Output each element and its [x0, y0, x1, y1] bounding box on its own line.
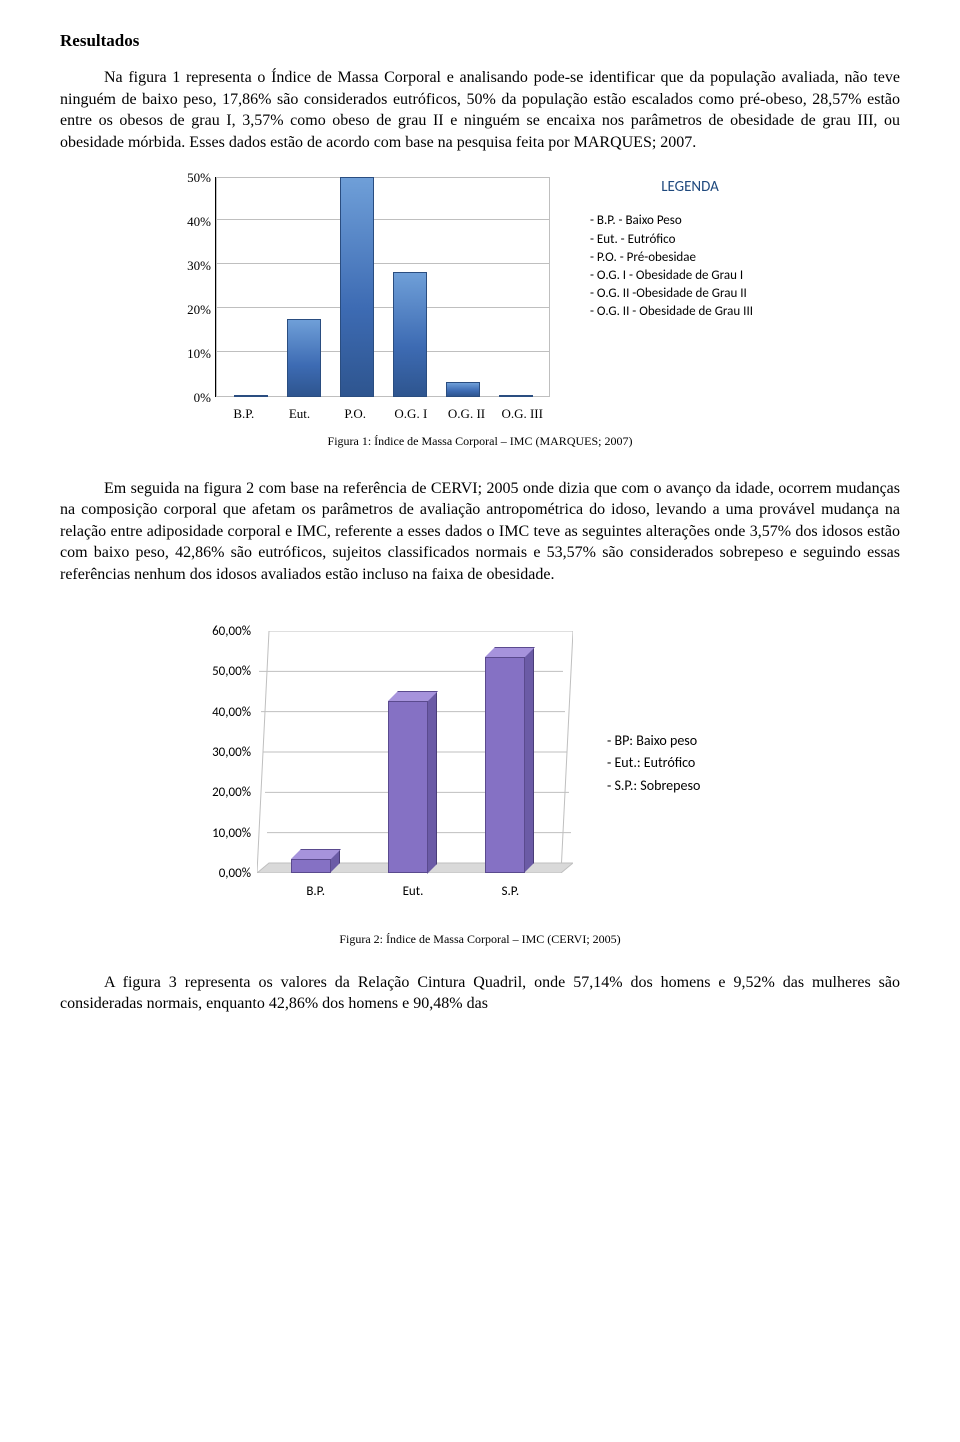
chart1-bar — [234, 395, 268, 397]
chart2-ytick: 60,00% — [212, 623, 251, 641]
chart2-bar — [291, 859, 341, 873]
paragraph-1: Na figura 1 representa o Índice de Massa… — [60, 67, 900, 153]
chart2-ytick: 0,00% — [219, 865, 251, 883]
chart1-xlabel: B.P. — [216, 401, 272, 427]
chart1-ytick: 10% — [187, 345, 211, 363]
chart2-x-labels: B.P.Eut.S.P. — [267, 877, 559, 903]
chart2-xlabel: B.P. — [267, 877, 364, 903]
chart2-bar — [485, 657, 535, 873]
chart1-legend-title: LEGENDA — [590, 177, 790, 198]
chart2-xlabel: S.P. — [462, 877, 559, 903]
chart2-xlabel: Eut. — [364, 877, 461, 903]
figure-1: 0%10%20%30%40%50% B.P.Eut.P.O.O.G. IO.G.… — [60, 177, 900, 427]
chart2-plot: 0,00% 10,00% 20,00% 30,00% 40,00% 50,00% 60,00… — [193, 623, 573, 903]
chart1-ytick: 30% — [187, 257, 211, 275]
chart1-legend-line: - O.G. II -Obesidade de Grau II — [590, 285, 790, 303]
chart2-ytick: 20,00% — [212, 784, 251, 802]
paragraph-2: Em seguida na figura 2 com base na refer… — [60, 478, 900, 586]
chart1-y-axis: 0%10%20%30%40%50% — [170, 177, 216, 397]
chart2-y-axis: 0,00%10,00%20,00%30,00%40,00%50,00%60,00… — [193, 623, 257, 873]
chart1-legend-line: - P.O. - Pré-obesidae — [590, 249, 790, 267]
section-title: Resultados — [60, 30, 900, 53]
chart1-xlabel: O.G. I — [383, 401, 439, 427]
chart1-xlabel: P.O. — [327, 401, 383, 427]
chart1-legend-line: - Eut. - Eutrófico — [590, 231, 790, 249]
chart2-legend-line: - Eut.: Eutrófico — [607, 752, 767, 774]
chart1-plot: 0%10%20%30%40%50% B.P.Eut.P.O.O.G. IO.G.… — [170, 177, 550, 427]
chart2-legend-line: - BP: Baixo peso — [607, 730, 767, 752]
chart2-ytick: 10,00% — [212, 824, 251, 842]
chart1-ytick: 40% — [187, 213, 211, 231]
chart2-bars — [267, 631, 559, 873]
chart1-xlabel: O.G. II — [439, 401, 495, 427]
chart1-legend-lines: - B.P. - Baixo Peso- Eut. - Eutrófico- P… — [590, 212, 790, 321]
chart1-xlabel: O.G. III — [494, 401, 550, 427]
chart1-bar — [340, 177, 374, 397]
chart1-legend-line: - O.G. II - Obesidade de Grau III — [590, 303, 790, 321]
chart2-legend-line: - S.P.: Sobrepeso — [607, 775, 767, 797]
figure-1-caption: Figura 1: Índice de Massa Corporal – IMC… — [60, 433, 900, 449]
chart2-ytick: 50,00% — [212, 663, 251, 681]
chart1-xlabel: Eut. — [272, 401, 328, 427]
chart2-ytick: 30,00% — [212, 744, 251, 762]
chart1-ytick: 20% — [187, 301, 211, 319]
chart1-x-labels: B.P.Eut.P.O.O.G. IO.G. IIO.G. III — [216, 401, 550, 427]
chart2-ytick: 40,00% — [212, 703, 251, 721]
figure-2-caption: Figura 2: Índice de Massa Corporal – IMC… — [60, 931, 900, 947]
paragraph-3: A figura 3 representa os valores da Rela… — [60, 972, 900, 1015]
chart1-bar — [393, 272, 427, 398]
chart1-bar — [287, 319, 321, 398]
chart1-legend-line: - B.P. - Baixo Peso — [590, 212, 790, 230]
chart1-ytick: 50% — [187, 169, 211, 187]
chart1-legend-line: - O.G. I - Obesidade de Grau I — [590, 267, 790, 285]
chart2-legend: - BP: Baixo peso- Eut.: Eutrófico- S.P.:… — [607, 730, 767, 797]
chart2-bar — [388, 701, 438, 874]
figure-2: 0,00% 10,00% 20,00% 30,00% 40,00% 50,00% 60,00… — [60, 603, 900, 921]
chart1-bar — [446, 382, 480, 398]
chart1-ytick: 0% — [194, 389, 211, 407]
chart1-bars — [216, 177, 550, 397]
chart1-legend: LEGENDA - B.P. - Baixo Peso- Eut. - Eutr… — [590, 177, 790, 321]
chart1-bar — [499, 395, 533, 397]
